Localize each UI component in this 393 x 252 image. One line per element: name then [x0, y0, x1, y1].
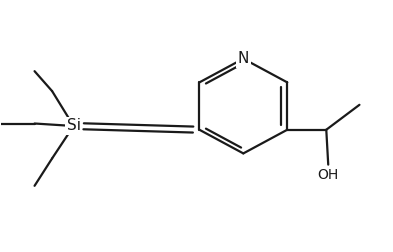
Text: OH: OH — [318, 168, 339, 182]
Text: Si: Si — [66, 118, 81, 134]
Text: N: N — [238, 51, 249, 66]
